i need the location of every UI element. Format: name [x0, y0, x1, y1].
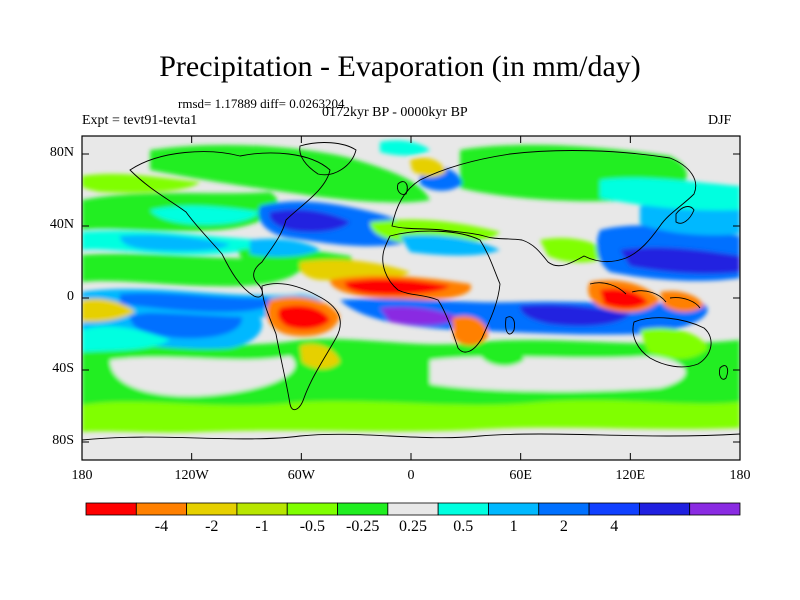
colorbar-label: 0.5	[453, 518, 474, 535]
colorbar-swatch	[186, 502, 238, 516]
field-patch	[110, 356, 296, 397]
colorbar-swatch	[135, 502, 188, 516]
field-patch	[520, 304, 630, 326]
field-patch	[540, 237, 610, 263]
field-layer	[82, 140, 740, 433]
season-label: DJF	[708, 113, 732, 128]
africa-coast	[382, 230, 501, 353]
colorbar-swatch	[236, 502, 288, 516]
lon-label: 60W	[287, 468, 315, 483]
experiment-label: Expt = tevt91-tevta1	[82, 113, 198, 128]
colorbar-swatch	[689, 502, 741, 516]
field-patch	[120, 234, 230, 252]
new-zealand-coast	[719, 365, 729, 380]
maritime-continent-coast	[589, 282, 701, 309]
field-patch	[452, 316, 488, 346]
colorbar-label: -0.25	[346, 518, 380, 535]
colorbar	[85, 502, 741, 516]
field-patch	[620, 247, 740, 274]
japan-coast	[675, 206, 695, 224]
field-patch	[82, 173, 200, 193]
field-patch	[480, 341, 524, 366]
period-label: 0172kyr BP - 0000kyr BP	[322, 105, 468, 120]
field-patch	[400, 234, 500, 256]
colorbar-label: -4	[154, 518, 169, 535]
south-america-coast	[261, 283, 341, 411]
field-patch	[300, 343, 340, 369]
field-patch	[82, 326, 170, 352]
australia-coast	[632, 317, 712, 368]
colorbar-label: 4	[610, 518, 619, 535]
field-patch	[600, 177, 740, 211]
field-patch	[600, 288, 648, 309]
uk-coast	[397, 181, 408, 195]
lat-label: 80S	[52, 433, 74, 448]
lat-label: 40S	[52, 361, 74, 376]
eurasia-coast	[391, 150, 697, 267]
colorbar-swatch	[85, 502, 137, 516]
colorbar-label: -0.5	[299, 518, 326, 535]
stats-label: rmsd= 1.17889 diff= 0.0263204	[178, 96, 345, 111]
lat-label: 80N	[49, 145, 74, 160]
lon-label: 0	[407, 468, 415, 483]
plot-title: Precipitation - Evaporation (in mm/day)	[159, 50, 641, 83]
colorbar-label: -2	[205, 518, 219, 535]
lon-label: 180	[71, 468, 93, 483]
field-patch	[299, 259, 410, 281]
field-patch	[344, 279, 450, 295]
field-patch	[640, 202, 740, 236]
lon-label: 60E	[509, 468, 532, 483]
field-patch	[150, 144, 430, 203]
field-patch	[430, 356, 686, 392]
colorbar-swatch	[638, 502, 691, 516]
lat-label: 40N	[49, 217, 74, 232]
north-america-coast	[129, 151, 331, 298]
greenland-coast	[299, 142, 357, 176]
colorbar-swatch	[337, 502, 389, 516]
axis-ticks	[81, 136, 741, 460]
field-patch	[82, 400, 740, 433]
field-patch	[130, 312, 242, 339]
colorbar-swatch	[538, 502, 590, 516]
colorbar-swatch	[488, 502, 540, 516]
colorbar-label: -1	[255, 518, 269, 535]
field-patch	[82, 298, 135, 322]
colorbar-swatch	[588, 502, 640, 516]
field-patch	[278, 305, 330, 330]
lon-label: 120W	[174, 468, 209, 483]
colorbar-label: 0.25	[399, 518, 427, 535]
antarctica-coast	[82, 433, 740, 441]
field-patch	[250, 238, 320, 257]
coastlines	[82, 142, 740, 441]
lat-label: 0	[67, 289, 74, 304]
madagascar-coast	[505, 316, 515, 335]
colorbar-label: 2	[559, 518, 568, 535]
field-patch	[380, 306, 460, 326]
field-patch	[150, 206, 260, 225]
colorbar-label: 1	[509, 518, 518, 535]
field-patch	[660, 290, 704, 312]
colorbar-swatch	[387, 502, 439, 516]
lon-label: 180	[729, 468, 751, 483]
lon-label: 120E	[615, 468, 646, 483]
colorbar-swatch	[437, 502, 489, 516]
field-patch	[640, 328, 708, 360]
field-patch	[380, 140, 430, 156]
colorbar-swatch	[286, 502, 338, 516]
field-patch	[269, 209, 350, 232]
field-patch	[120, 293, 273, 312]
